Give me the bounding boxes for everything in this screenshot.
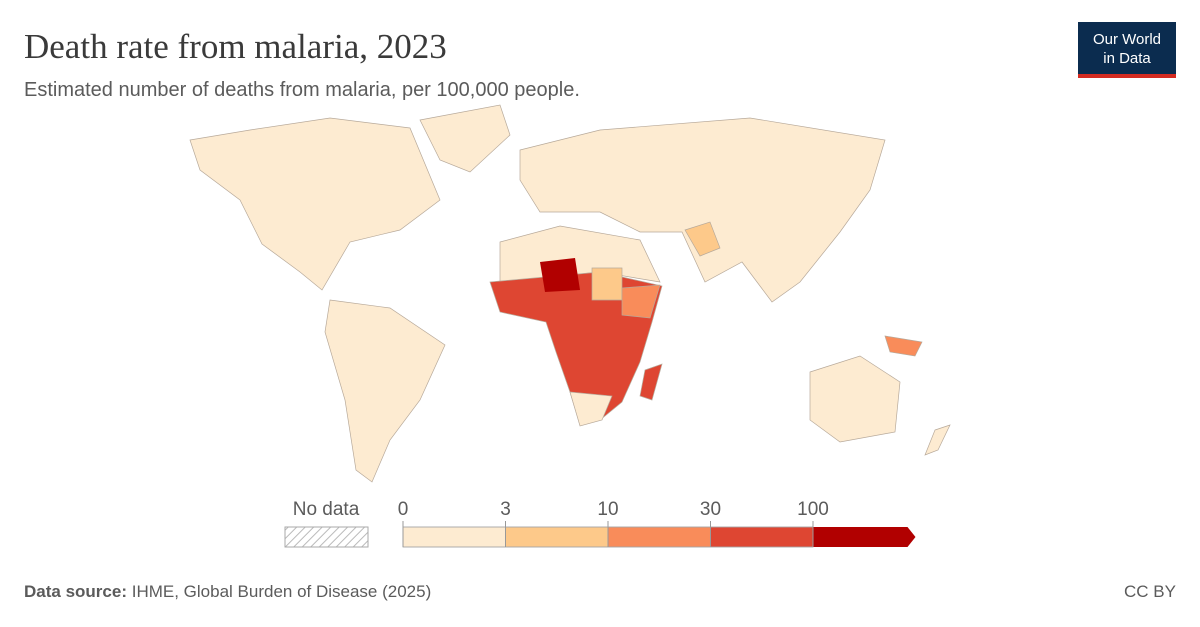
logo-text: in Data [1103,50,1151,67]
map [189,104,951,483]
new-zealand [924,424,951,456]
logo-text: Our World [1093,31,1161,48]
logo-underline [1078,74,1176,78]
legend-label: 10 [597,499,618,520]
ethiopia [621,284,661,319]
pakistan [684,221,721,257]
title: Death rate from malaria, 2023 [24,27,447,66]
legend-label: 30 [700,499,721,520]
legend: 0 3 10 30 100 [398,499,916,548]
sudan [591,267,623,301]
no-data-label: No data [293,499,360,520]
madagascar [639,363,663,401]
logo-box [1078,22,1176,74]
australia [809,355,901,443]
legend-swatch [402,526,506,548]
southern-africa [569,391,613,427]
source: Data source: IHME, Global Burden of Dise… [24,582,431,601]
north-america [189,117,441,291]
logo: Our World in Data [1078,22,1176,78]
legend-swatch [607,526,711,548]
papua-new-guinea [884,335,923,357]
source-text: IHME, Global Burden of Disease (2025) [132,582,432,601]
no-data-swatch [284,526,369,548]
legend-swatch [710,526,814,548]
license: CC BY [1124,582,1176,601]
legend-label: 100 [797,499,829,520]
niger [540,258,580,292]
legend-label: 0 [398,499,409,520]
south-america [324,299,446,483]
legend-label: 3 [500,499,511,520]
legend-swatch [505,526,609,548]
greenland [419,104,511,173]
eurasia [519,117,886,303]
legend-swatch [813,527,916,547]
source-label: Data source: [24,582,127,601]
subtitle: Estimated number of deaths from malaria,… [24,79,580,101]
